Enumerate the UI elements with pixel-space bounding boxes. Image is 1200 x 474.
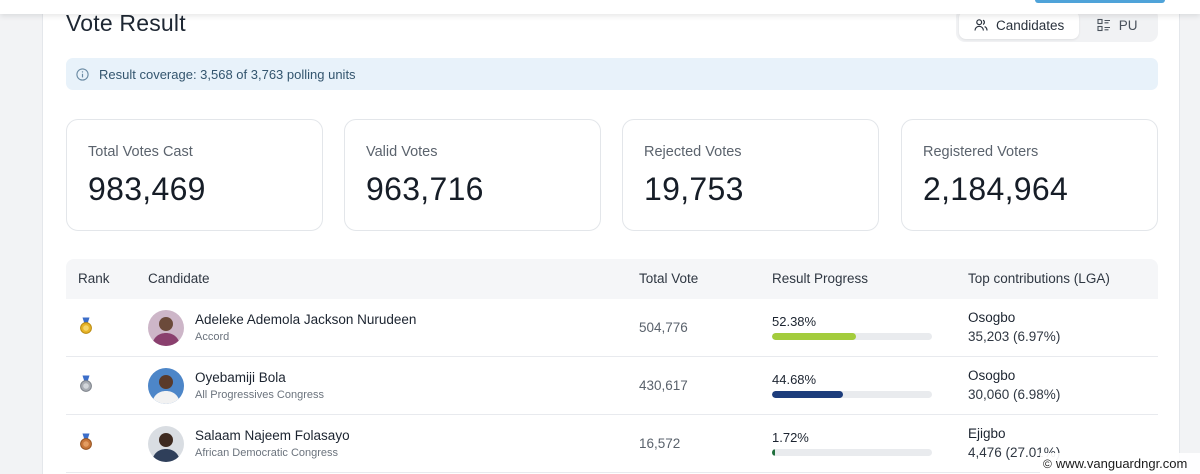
stat-registered-voters: Registered Voters 2,184,964 xyxy=(901,119,1158,231)
list-icon xyxy=(1097,18,1110,32)
stat-rejected-votes: Rejected Votes 19,753 xyxy=(622,119,879,231)
candidate-name: Salaam Najeem Folasayo xyxy=(195,428,350,443)
column-rank: Rank xyxy=(78,271,110,286)
total-vote: 430,617 xyxy=(639,378,688,393)
progress-bar xyxy=(772,449,932,456)
tab-pu-label: PU xyxy=(1118,17,1138,33)
top-lga-value: 4,476 (27.01%) xyxy=(968,445,1061,460)
watermark: © www.vanguardngr.com xyxy=(1040,453,1200,474)
stat-value: 963,716 xyxy=(366,171,484,207)
users-icon xyxy=(974,19,988,31)
coverage-banner: Result coverage: 3,568 of 3,763 polling … xyxy=(66,58,1158,90)
column-top-contributions: Top contributions (LGA) xyxy=(968,271,1110,286)
tab-candidates-label: Candidates xyxy=(996,17,1065,33)
table-row[interactable]: Salaam Najeem Folasayo African Democrati… xyxy=(66,415,1158,473)
stat-label: Rejected Votes xyxy=(644,144,742,160)
progress-percent: 52.38% xyxy=(772,314,817,329)
copyright-symbol: © xyxy=(1043,456,1052,471)
top-navigation-bar xyxy=(0,0,1200,14)
tab-candidates[interactable]: Candidates xyxy=(959,11,1079,39)
results-table-header: Rank Candidate Total Vote Result Progres… xyxy=(66,259,1158,299)
top-lga-name: Osogbo xyxy=(968,310,1016,325)
page-title: Vote Result xyxy=(66,10,186,36)
progress-bar-fill xyxy=(772,391,844,398)
stat-valid-votes: Valid Votes 963,716 xyxy=(344,119,601,231)
table-row[interactable]: Oyebamiji Bola All Progressives Congress… xyxy=(66,357,1158,415)
watermark-text: www.vanguardngr.com xyxy=(1055,456,1188,471)
column-total-vote: Total Vote xyxy=(639,271,699,286)
progress-bar-fill xyxy=(772,449,775,456)
candidate-name: Oyebamiji Bola xyxy=(195,370,286,385)
stat-total-votes-cast: Total Votes Cast 983,469 xyxy=(66,119,323,231)
coverage-text: Result coverage: 3,568 of 3,763 polling … xyxy=(99,66,356,82)
avatar xyxy=(148,426,184,462)
table-row[interactable]: Adeleke Ademola Jackson Nurudeen Accord … xyxy=(66,299,1158,357)
column-candidate: Candidate xyxy=(148,271,210,286)
stat-value: 19,753 xyxy=(644,171,744,207)
info-icon xyxy=(76,67,89,81)
top-lga-name: Osogbo xyxy=(968,368,1016,383)
progress-bar xyxy=(772,391,932,398)
stat-label: Valid Votes xyxy=(366,144,438,160)
stat-label: Registered Voters xyxy=(923,144,1039,160)
top-lga-value: 30,060 (6.98%) xyxy=(968,387,1061,402)
avatar xyxy=(148,310,184,346)
candidate-party: Accord xyxy=(195,331,230,343)
progress-bar xyxy=(772,333,932,340)
top-lga-name: Ejigbo xyxy=(968,426,1006,441)
candidate-party: African Democratic Congress xyxy=(195,447,339,459)
stat-label: Total Votes Cast xyxy=(88,144,193,160)
progress-percent: 44.68% xyxy=(772,372,817,387)
candidate-party: All Progressives Congress xyxy=(195,389,324,401)
top-lga-value: 35,203 (6.97%) xyxy=(968,329,1061,344)
progress-bar-fill xyxy=(772,333,856,340)
total-vote: 504,776 xyxy=(639,320,688,335)
avatar xyxy=(148,368,184,404)
stat-value: 2,184,964 xyxy=(923,171,1069,207)
tab-pu[interactable]: PU xyxy=(1081,11,1155,39)
bronze-medal-icon xyxy=(80,433,92,450)
stat-value: 983,469 xyxy=(88,171,206,207)
total-vote: 16,572 xyxy=(639,436,681,451)
top-accent-button-edge[interactable] xyxy=(1035,0,1165,3)
silver-medal-icon xyxy=(80,375,92,392)
column-result-progress: Result Progress xyxy=(772,271,869,286)
progress-percent: 1.72% xyxy=(772,430,809,445)
gold-medal-icon xyxy=(80,317,92,334)
candidate-name: Adeleke Ademola Jackson Nurudeen xyxy=(195,312,417,327)
